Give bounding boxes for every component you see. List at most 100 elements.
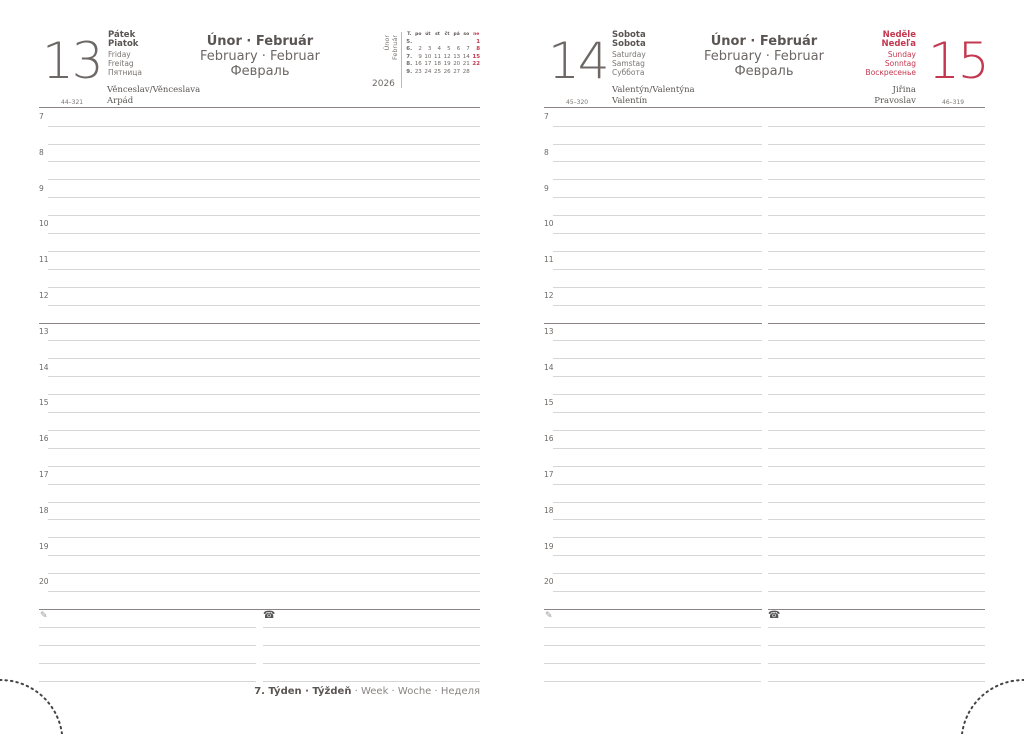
hour-writing-line xyxy=(48,394,480,396)
week-number: 7. Týden · Týždeň xyxy=(254,686,352,697)
hour-label-left: 12 xyxy=(39,291,49,300)
mini-calendar-day xyxy=(471,69,481,77)
hour-writing-line xyxy=(48,376,480,378)
hour-writing-line xyxy=(48,537,480,539)
mini-calendar-day: 2 xyxy=(418,46,422,53)
hour-label-right: 12 xyxy=(544,291,554,300)
hour-label-left: 11 xyxy=(39,255,49,265)
hour-writing-line xyxy=(768,322,985,324)
hour-writing-line xyxy=(768,465,985,467)
hour-writing-line xyxy=(768,358,985,360)
month-ru: Февраль xyxy=(734,64,794,79)
mini-calendar-day xyxy=(423,39,433,47)
hour-writing-line xyxy=(48,197,480,199)
mini-calendar-day: 9 xyxy=(418,53,422,60)
mini-calendar-day: 28 xyxy=(462,68,470,75)
mini-calendar-divider xyxy=(401,32,402,88)
notes-line xyxy=(544,627,761,628)
weekday-ru: Пятница xyxy=(108,68,142,78)
hour-writing-line xyxy=(768,340,985,342)
mini-calendar-week: 5. 1 xyxy=(405,39,481,47)
weekday-en: Friday xyxy=(108,49,131,59)
hour-writing-line xyxy=(768,179,985,181)
hour-writing-line xyxy=(553,429,762,431)
mini-calendar-day: 24 xyxy=(424,68,432,75)
mini-calendar-day: 21 xyxy=(462,61,470,68)
notes-line xyxy=(39,663,256,664)
hour-writing-line xyxy=(768,268,985,270)
month-en-de: February · Februar xyxy=(704,49,824,64)
mini-calendar-day: 12 xyxy=(443,53,451,60)
mini-calendar-day: 1 xyxy=(476,38,481,45)
notes-line xyxy=(768,645,985,646)
hour-label-left: 7 xyxy=(39,112,44,121)
phone-icon: ☎ xyxy=(768,610,781,621)
weekday-names-right-b: Neděle Nedeľa Sunday Sonntag Воскресенье xyxy=(865,30,916,78)
hour-writing-line xyxy=(553,125,762,127)
name-days-left: Věnceslav/Věnceslava Arpád xyxy=(107,85,200,106)
mini-calendar-day: 3 xyxy=(427,46,432,53)
hour-writing-line xyxy=(544,608,762,611)
mini-calendar-weekday: ne xyxy=(473,32,480,37)
hour-writing-line xyxy=(48,573,480,575)
name-day: Pravoslav xyxy=(874,95,916,106)
month-title-left: Únor · Február February · Februar Феврал… xyxy=(175,34,345,79)
name-day: Valentín xyxy=(612,95,648,106)
hour-writing-line xyxy=(48,250,480,252)
hour-writing-line xyxy=(553,501,762,503)
hour-label-right: 19 xyxy=(544,541,554,551)
mini-calendar-day: 11 xyxy=(434,53,441,60)
weekday-names-right-a: Sobota Sobota Saturday Samstag Суббота xyxy=(612,30,646,77)
hour-writing-line xyxy=(768,161,985,163)
notes-line xyxy=(39,645,256,646)
hour-label-right: 11 xyxy=(544,255,554,265)
week-label: 7. Týden · Týždeň · Week · Woche · Недел… xyxy=(254,686,480,697)
hour-writing-line xyxy=(768,429,985,431)
hour-writing-line xyxy=(768,411,985,413)
name-days-right-b: Jiřina Pravoslav xyxy=(874,85,916,106)
hour-writing-line xyxy=(768,125,985,127)
mini-calendar-weekday: čt xyxy=(444,32,450,37)
mini-calendar-day: 16 xyxy=(414,61,422,68)
hour-writing-line xyxy=(48,179,480,181)
mini-calendar-day: 15 xyxy=(472,53,481,60)
month-ru: Февраль xyxy=(230,64,290,79)
hour-writing-line xyxy=(553,250,762,252)
weekday-en: Saturday xyxy=(612,49,646,59)
mini-calendar-day: 13 xyxy=(453,53,461,60)
mini-calendar-day: 20 xyxy=(453,61,461,68)
hour-writing-line xyxy=(768,250,985,252)
notes-line xyxy=(263,681,480,682)
hour-writing-line xyxy=(553,197,762,199)
mini-calendar-day: 17 xyxy=(424,61,432,68)
mini-calendar-year: 2026 xyxy=(372,79,395,89)
hour-writing-line xyxy=(768,143,985,145)
notes-line xyxy=(263,663,480,664)
hour-writing-line xyxy=(48,340,480,342)
weekday-cz: Sobota xyxy=(612,30,646,40)
hour-label-right: 17 xyxy=(544,470,554,479)
mini-calendar-day: 7 xyxy=(466,46,470,53)
mini-calendar-day: 9. xyxy=(406,68,413,75)
hour-writing-line xyxy=(768,215,985,217)
hour-writing-line xyxy=(48,286,480,288)
hour-writing-line xyxy=(48,555,480,557)
mini-calendar-day: 19 xyxy=(443,61,451,68)
hour-writing-line xyxy=(553,232,762,234)
hour-writing-line xyxy=(553,340,762,342)
hour-writing-line xyxy=(553,286,762,288)
day-count-left: 44–321 xyxy=(61,99,84,106)
weekday-names-left: Pátek Piatok Friday Freitag Пятница xyxy=(108,30,142,78)
hour-writing-line xyxy=(768,519,985,521)
hour-writing-line xyxy=(48,429,480,431)
hour-writing-line xyxy=(48,411,480,413)
weekday-ru: Воскресенье xyxy=(865,68,916,78)
hour-writing-line xyxy=(768,376,985,378)
mini-calendar-month-cz: Únor xyxy=(383,35,391,51)
mini-calendar-weekday: st xyxy=(435,32,440,37)
hour-label-right: 14 xyxy=(544,362,554,372)
weekday-de: Sonntag xyxy=(884,58,916,68)
notes-line xyxy=(263,627,480,628)
hour-writing-line xyxy=(48,501,480,503)
